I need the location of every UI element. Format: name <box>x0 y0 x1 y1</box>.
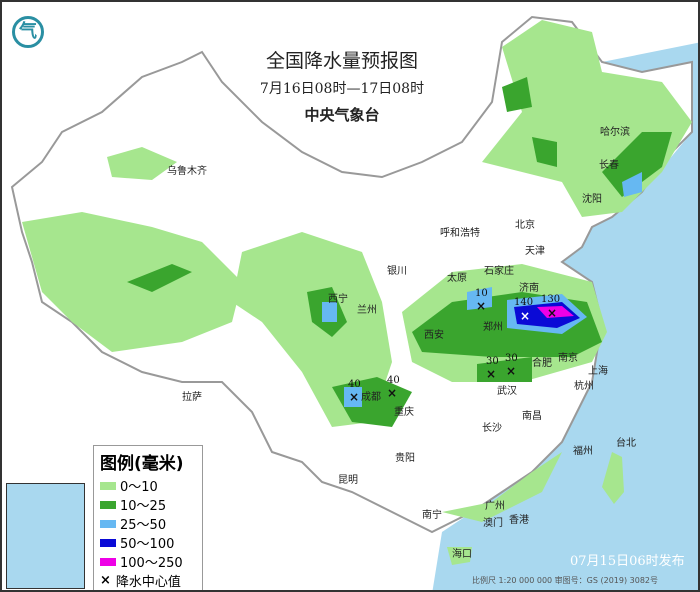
city-label: 长沙 <box>482 423 502 434</box>
x-mark-icon: × <box>100 573 111 588</box>
city-label: 西宁 <box>328 294 348 305</box>
legend-label: 25～50 <box>120 518 167 533</box>
city-label: 哈尔滨 <box>600 127 630 138</box>
city-label: 拉萨 <box>182 392 202 403</box>
cma-logo: 气 <box>12 16 44 48</box>
taiwan <box>602 452 624 504</box>
city-label: 澳门 <box>483 518 503 529</box>
city-label: 银川 <box>387 266 407 277</box>
legend-swatch <box>100 557 116 566</box>
city-label: 呼和浩特 <box>440 228 480 239</box>
legend-item: × 降水中心值 <box>100 571 196 590</box>
city-label: 西安 <box>424 330 444 341</box>
city-label: 石家庄 <box>484 266 514 277</box>
legend-swatch <box>100 538 116 547</box>
legend-swatch <box>100 500 116 509</box>
city-label: 台北 <box>616 438 636 449</box>
x-mark-icon: × <box>506 364 517 378</box>
rain-center-value: 40 <box>348 379 361 390</box>
rain-center-value: 30 <box>486 356 499 367</box>
rain-center-value: 140 <box>514 297 534 308</box>
city-label: 乌鲁木齐 <box>167 166 207 177</box>
legend-swatch <box>100 481 116 490</box>
x-mark-icon: × <box>387 386 398 400</box>
rain-center-value: 30 <box>505 353 518 364</box>
city-label: 南宁 <box>422 510 442 521</box>
city-label: 天津 <box>525 246 545 257</box>
rain-100-250 <box>537 306 574 318</box>
city-label: 昆明 <box>338 475 358 486</box>
legend-label: 100～250 <box>120 556 183 571</box>
legend-label: 10～25 <box>120 499 167 514</box>
scale-note: 比例尺 1:20 000 000 审图号：GS (2019) 3082号 <box>472 576 658 585</box>
city-label: 太原 <box>447 273 467 284</box>
city-label: 武汉 <box>497 386 517 397</box>
city-label: 重庆 <box>394 407 414 418</box>
legend-item: 25～50 <box>100 514 196 533</box>
x-mark-icon: × <box>476 299 487 313</box>
city-label: 沈阳 <box>582 194 602 205</box>
city-label: 广州 <box>485 501 505 512</box>
south-china-sea-inset <box>6 483 85 589</box>
city-label: 上海 <box>588 366 608 377</box>
legend-item: 50～100 <box>100 533 196 552</box>
city-label: 海口 <box>452 549 472 560</box>
hainan <box>447 547 472 565</box>
sea <box>432 42 698 590</box>
city-label: 南京 <box>558 353 578 364</box>
legend-label: 50～100 <box>120 537 175 552</box>
x-mark-icon: × <box>547 306 558 320</box>
x-mark-icon: × <box>349 390 360 404</box>
rain-center-value: 40 <box>387 375 400 386</box>
legend-swatch <box>100 519 116 528</box>
issuer: 中央气象台 <box>304 106 380 124</box>
legend-label: 0～10 <box>120 480 158 495</box>
legend-title: 图例(毫米) <box>100 454 184 474</box>
city-label: 合肥 <box>532 358 552 369</box>
city-label: 济南 <box>519 283 539 294</box>
legend-item: 0～10 <box>100 476 196 495</box>
forecast-period: 7月16日08时—17日08时 <box>259 81 425 97</box>
city-label: 长春 <box>599 160 619 171</box>
city-label: 香港 <box>509 515 529 526</box>
legend-item: 100～250 <box>100 552 196 571</box>
city-label: 南昌 <box>522 411 542 422</box>
rain-center-value: 10 <box>475 288 488 299</box>
city-label: 贵阳 <box>395 453 415 464</box>
map-title: 全国降水量预报图 <box>265 50 418 72</box>
city-label: 北京 <box>515 220 535 231</box>
legend-label: 降水中心值 <box>115 575 181 590</box>
issue-time: 07月15日06时发布 <box>570 554 685 569</box>
city-label: 福州 <box>573 446 593 457</box>
rain-center-value: 130 <box>541 294 561 305</box>
city-label: 郑州 <box>483 322 503 333</box>
city-label: 杭州 <box>574 381 594 392</box>
city-label: 成都 <box>361 392 381 403</box>
legend: 图例(毫米) 0～10 10～25 25～50 50～100 100～250 ×… <box>93 445 203 590</box>
x-mark-icon: × <box>486 367 497 381</box>
legend-item: 10～25 <box>100 495 196 514</box>
city-label: 兰州 <box>357 305 377 316</box>
x-mark-icon: × <box>520 309 531 323</box>
